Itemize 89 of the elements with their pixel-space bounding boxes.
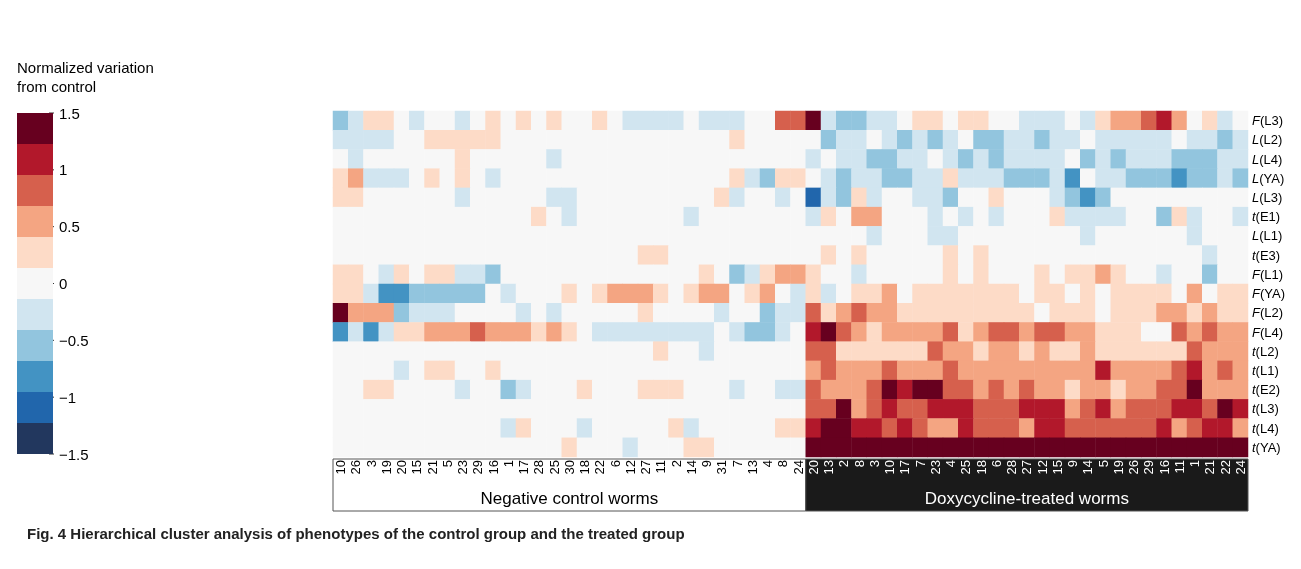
x-tick-label: 30 bbox=[561, 460, 577, 475]
x-tick-label: 5 bbox=[1095, 460, 1111, 468]
text: Doxycycline-treated worms bbox=[924, 488, 1129, 508]
x-tick-label: 27 bbox=[638, 460, 654, 475]
x-tick-label: 16 bbox=[485, 460, 501, 475]
x-tick-label: 6 bbox=[607, 460, 623, 468]
x-tick-label: 28 bbox=[531, 460, 547, 475]
x-tick-label: 16 bbox=[1156, 460, 1172, 475]
x-tick-label: 8 bbox=[851, 460, 867, 468]
x-tick-label: 1 bbox=[1187, 460, 1203, 468]
x-tick-label: 24 bbox=[790, 460, 806, 475]
x-tick-label: 4 bbox=[760, 460, 776, 468]
y-tick-label: t(L3) bbox=[1252, 401, 1279, 417]
x-tick-label: 4 bbox=[943, 460, 959, 468]
y-tick-label: L(YA) bbox=[1252, 170, 1285, 186]
x-tick-label: 27 bbox=[1019, 460, 1035, 475]
x-tick-label: 5 bbox=[439, 460, 455, 468]
y-tick-label: t(YA) bbox=[1252, 439, 1281, 455]
x-tick-label: 9 bbox=[699, 460, 715, 468]
x-tick-label: 26 bbox=[348, 460, 364, 475]
x-tick-label: 17 bbox=[516, 460, 532, 475]
x-tick-label: 17 bbox=[897, 460, 913, 475]
x-tick-label: 13 bbox=[821, 460, 837, 475]
x-tick-label: 18 bbox=[577, 460, 593, 475]
x-tick-label: 29 bbox=[1141, 460, 1157, 475]
y-tick-label: L(L3) bbox=[1252, 190, 1283, 205]
x-tick-label: 21 bbox=[1202, 460, 1218, 475]
x-tick-label: 12 bbox=[1034, 460, 1050, 475]
x-tick-label: 7 bbox=[912, 460, 928, 468]
text: Fig. 4 Hierarchical cluster analysis of phenotypes of the control group and the treated group bbox=[27, 525, 685, 542]
x-tick-label: 31 bbox=[714, 460, 730, 475]
x-tick-label: 19 bbox=[1110, 460, 1126, 475]
color-bar-label: −0.5 bbox=[59, 331, 89, 349]
x-tick-label: 12 bbox=[622, 460, 638, 475]
x-tick-label: 11 bbox=[1171, 460, 1187, 474]
x-tick-label: 15 bbox=[1049, 460, 1065, 475]
y-tick-label: t(L4) bbox=[1252, 420, 1279, 436]
x-tick-label: 3 bbox=[866, 460, 882, 468]
y-tick-label: L(L1) bbox=[1252, 228, 1283, 244]
y-tick-label: t(E3) bbox=[1252, 247, 1281, 263]
x-tick-label: 11 bbox=[653, 460, 669, 474]
color-bar-label: −1 bbox=[59, 388, 77, 406]
x-tick-label: 14 bbox=[1080, 460, 1096, 475]
y-tick-label: F(L2) bbox=[1252, 305, 1284, 321]
x-tick-label: 25 bbox=[958, 460, 974, 475]
x-tick-label: 18 bbox=[973, 460, 989, 475]
x-tick-label: 29 bbox=[470, 460, 486, 475]
x-tick-label: 8 bbox=[775, 460, 791, 468]
text: Negative control worms bbox=[480, 488, 659, 508]
y-tick-label: F(YA) bbox=[1252, 286, 1285, 302]
x-tick-label: 20 bbox=[805, 460, 821, 475]
x-tick-label: 3 bbox=[363, 460, 379, 468]
x-tick-label: 1 bbox=[500, 460, 516, 468]
color-bar-label: 0.5 bbox=[59, 218, 80, 236]
x-tick-label: 19 bbox=[378, 460, 394, 475]
x-tick-label: 14 bbox=[683, 460, 699, 475]
y-tick-label: t(E1) bbox=[1252, 209, 1281, 225]
x-tick-label: 20 bbox=[394, 460, 410, 475]
x-tick-label: 2 bbox=[836, 460, 852, 468]
x-tick-label: 25 bbox=[546, 460, 562, 475]
x-tick-label: 23 bbox=[455, 460, 471, 475]
x-tick-label: 22 bbox=[1217, 460, 1233, 475]
y-tick-label: t(L2) bbox=[1252, 343, 1279, 359]
x-tick-label: 15 bbox=[409, 460, 425, 475]
x-tick-label: 6 bbox=[988, 460, 1004, 468]
x-tick-label: 13 bbox=[744, 460, 760, 475]
y-tick-label: F(L1) bbox=[1252, 266, 1284, 282]
color-bar-label: 1 bbox=[59, 161, 68, 179]
y-tick-label: L(L4) bbox=[1252, 151, 1283, 167]
y-tick-label: L(L2) bbox=[1252, 132, 1283, 148]
x-tick-label: 10 bbox=[882, 460, 898, 475]
x-tick-label: 26 bbox=[1126, 460, 1142, 475]
x-tick-label: 21 bbox=[424, 460, 440, 475]
y-tick-label: t(E2) bbox=[1252, 382, 1281, 398]
x-tick-label: 24 bbox=[1232, 460, 1248, 475]
x-tick-label: 22 bbox=[592, 460, 608, 475]
y-tick-label: F(L3) bbox=[1252, 113, 1284, 129]
color-bar-label: −1.5 bbox=[59, 445, 89, 463]
x-tick-label: 28 bbox=[1004, 460, 1020, 475]
color-bar-label: 0 bbox=[59, 275, 68, 292]
x-tick-label: 7 bbox=[729, 460, 745, 468]
color-bar-label: 1.5 bbox=[59, 104, 80, 122]
x-tick-label: 9 bbox=[1065, 460, 1081, 468]
y-tick-label: t(L1) bbox=[1252, 363, 1279, 378]
color-bar-title: Normalized variation from control bbox=[17, 59, 158, 95]
x-tick-label: 23 bbox=[927, 460, 943, 475]
x-tick-label: 10 bbox=[333, 460, 349, 475]
x-tick-label: 2 bbox=[668, 460, 684, 468]
y-tick-label: F(L4) bbox=[1252, 324, 1284, 340]
